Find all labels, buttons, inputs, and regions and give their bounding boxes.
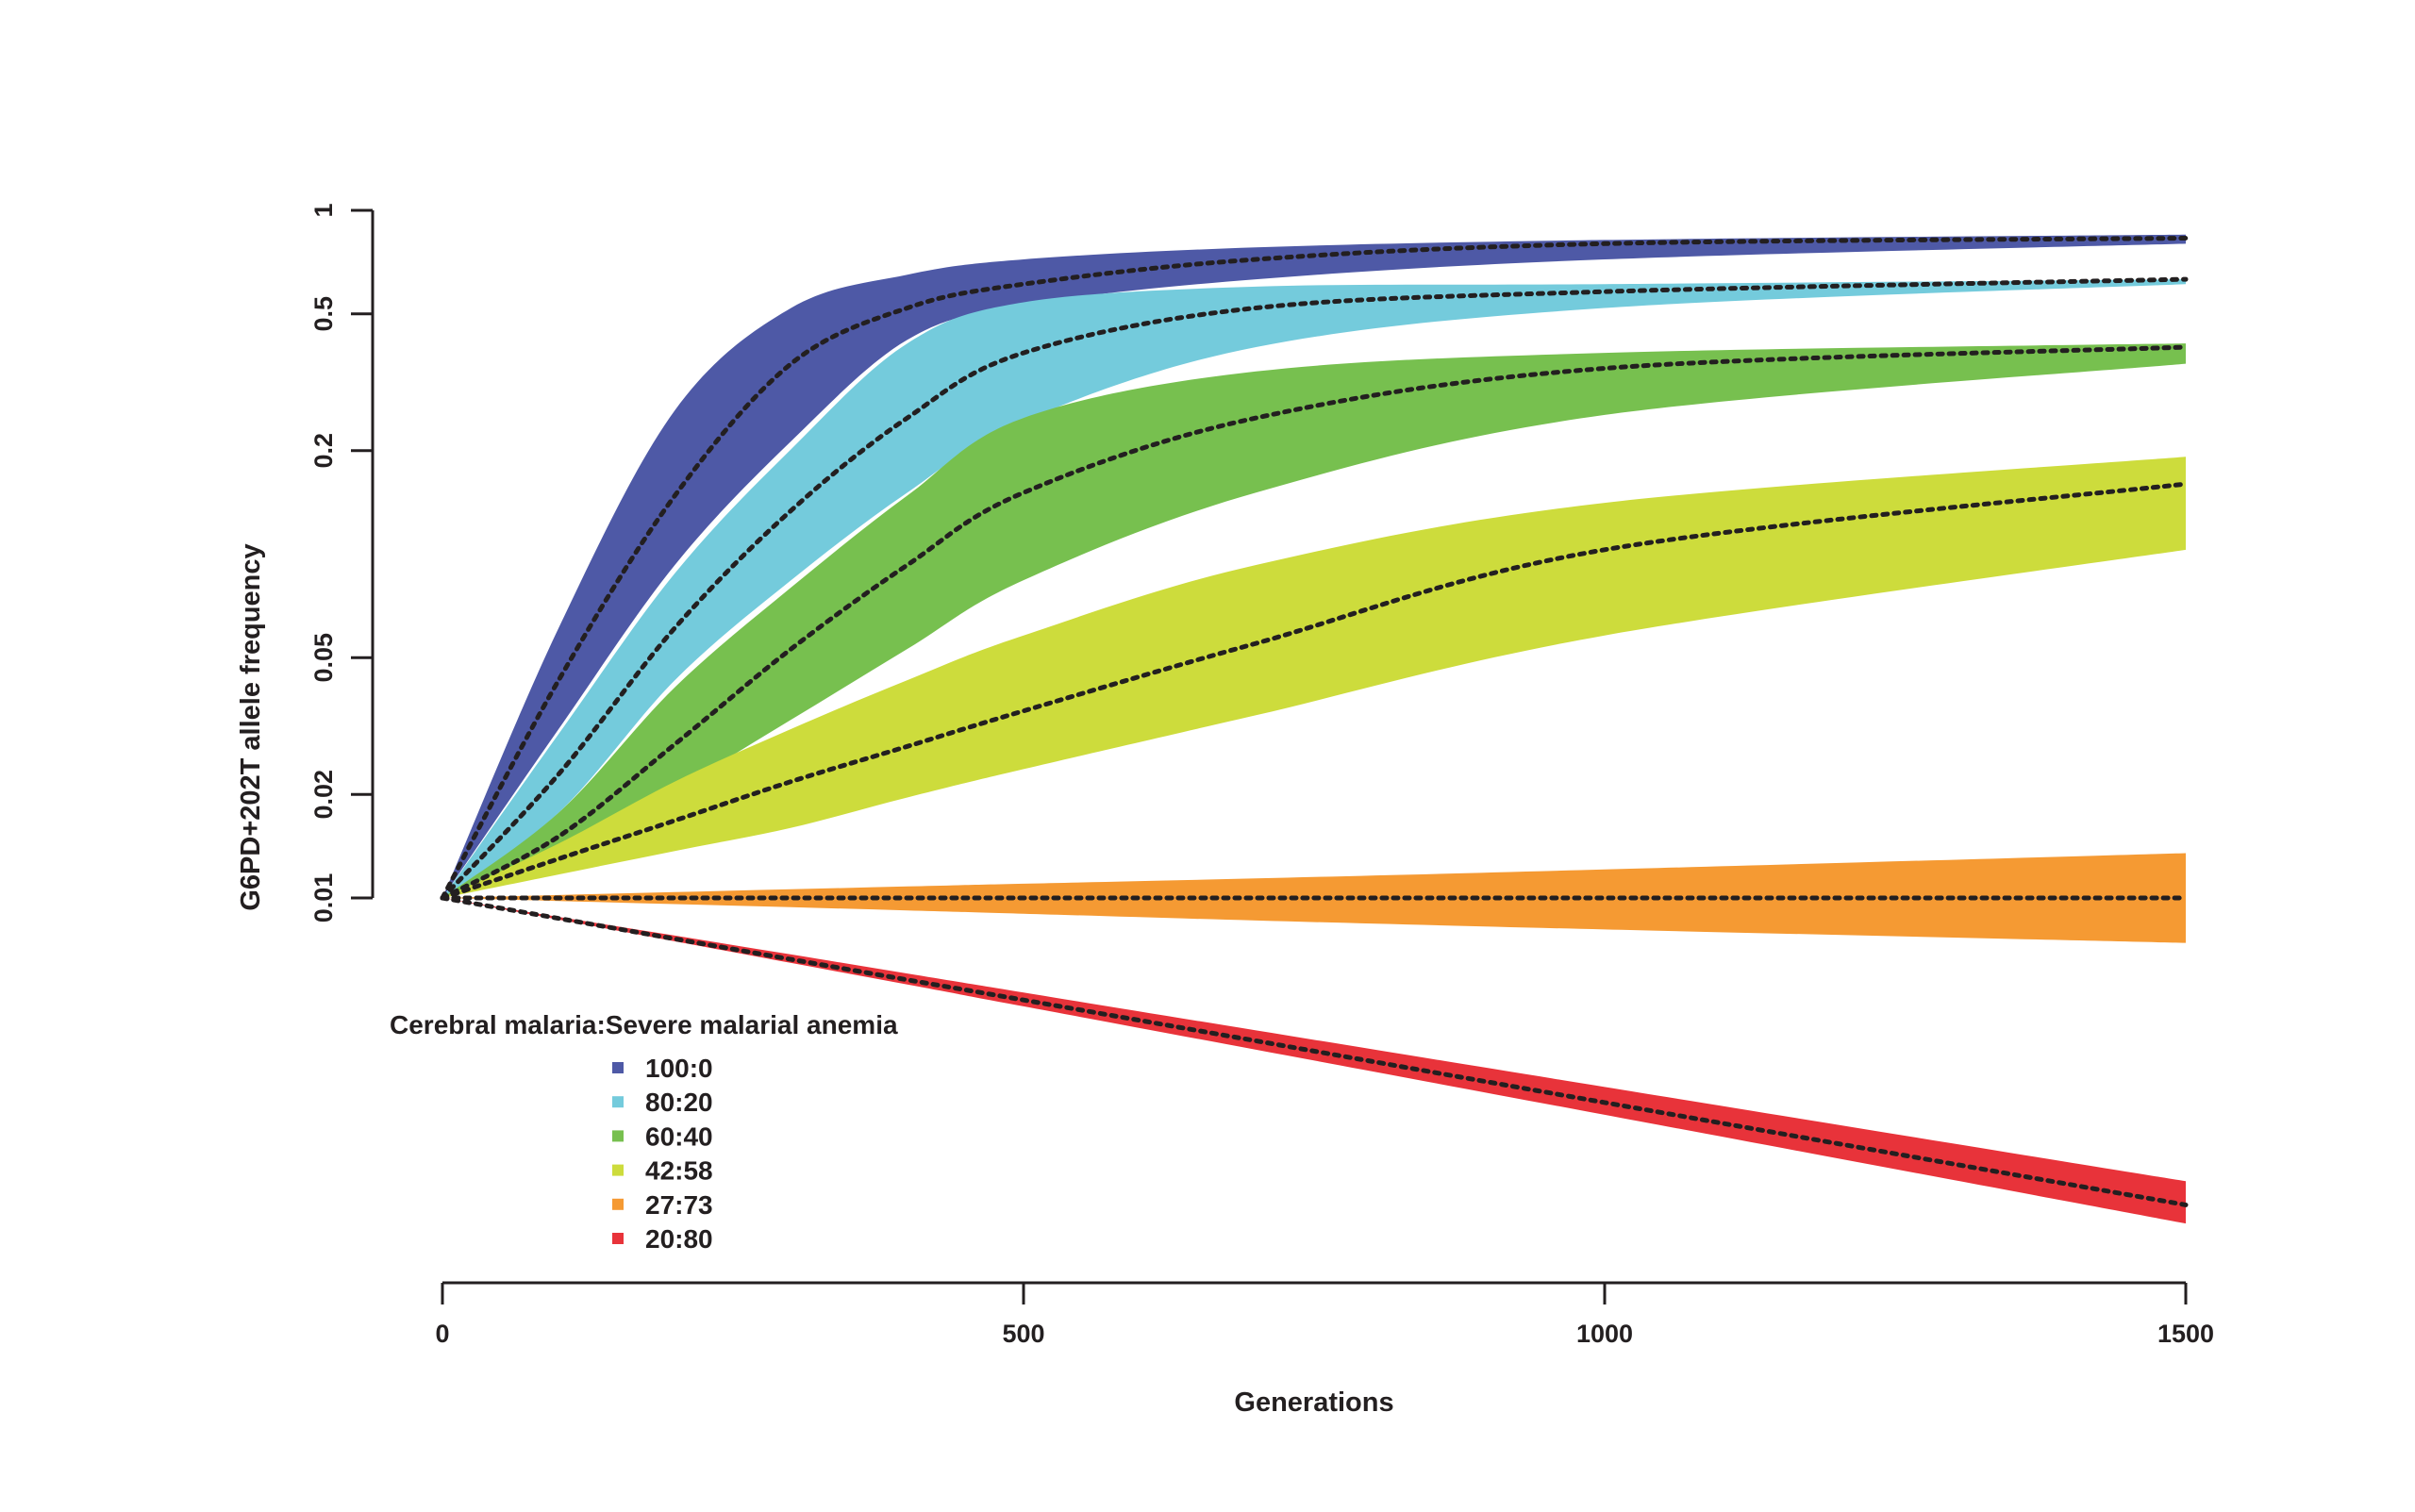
legend-swatch [612, 1233, 624, 1244]
legend-item: 80:20 [612, 1088, 713, 1117]
x-tick-label: 1500 [2157, 1320, 2214, 1348]
x-tick-label: 500 [1002, 1320, 1044, 1348]
x-tick-label: 1000 [1576, 1320, 1633, 1348]
legend-title: Cerebral malaria:Severe malarial anemia [390, 1010, 898, 1039]
legend-label: 27:73 [645, 1190, 713, 1220]
legend-label: 42:58 [645, 1156, 713, 1186]
legend-label: 60:40 [645, 1122, 713, 1151]
y-tick-label: 0.5 [309, 296, 338, 332]
y-tick-label: 0.01 [309, 873, 338, 923]
legend-item: 20:80 [612, 1224, 713, 1254]
y-axis: 1 0.5 0.2 0.05 0.02 0.01 [309, 203, 373, 922]
legend: 100:0 80:20 60:40 42:58 27:73 20:80 [612, 1054, 713, 1254]
x-axis-label: Generations [1234, 1387, 1393, 1418]
legend-label: 80:20 [645, 1088, 713, 1117]
y-axis-label: G6PD+202T allele frequency [236, 543, 266, 910]
y-tick-label: 0.2 [309, 433, 338, 469]
legend-item: 60:40 [612, 1122, 713, 1151]
legend-swatch [612, 1096, 624, 1107]
y-tick-label: 1 [309, 203, 338, 217]
legend-item: 27:73 [612, 1190, 713, 1220]
allele-frequency-chart: 1 0.5 0.2 0.05 0.02 0.01 0 500 1000 1500 Generat… [0, 0, 2415, 1512]
y-tick-label: 0.02 [309, 770, 338, 820]
y-tick-label: 0.05 [309, 633, 338, 683]
legend-item: 42:58 [612, 1156, 713, 1186]
legend-item: 100:0 [612, 1054, 713, 1083]
x-axis: 0 500 1000 1500 [435, 1283, 2214, 1348]
legend-swatch [612, 1062, 624, 1073]
x-tick-label: 0 [435, 1320, 449, 1348]
legend-swatch [612, 1130, 624, 1141]
legend-swatch [612, 1165, 624, 1176]
legend-swatch [612, 1199, 624, 1210]
legend-label: 100:0 [645, 1054, 713, 1083]
legend-label: 20:80 [645, 1224, 713, 1254]
